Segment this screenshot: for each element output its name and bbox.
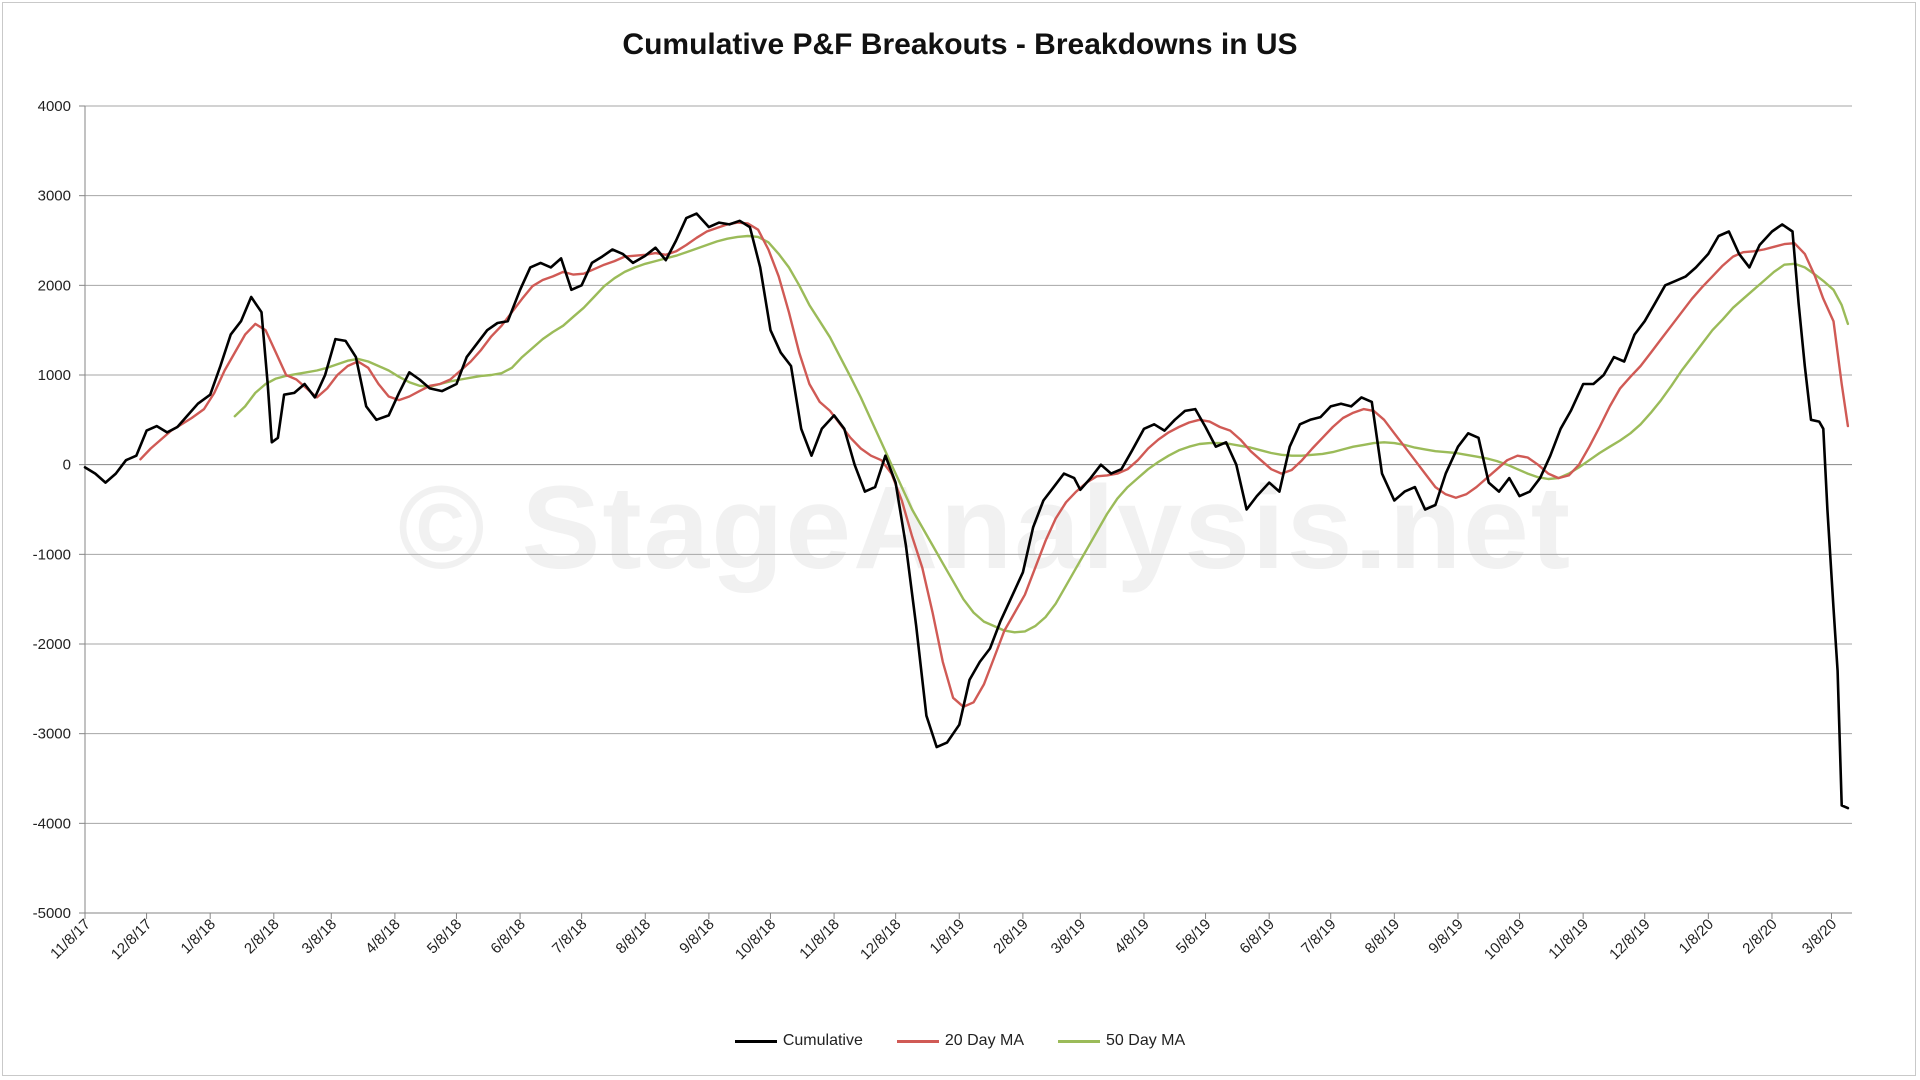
x-tick-label: 12/8/17 xyxy=(108,916,155,963)
legend-swatch-cumulative xyxy=(734,1039,777,1043)
series-line-cumulative xyxy=(83,212,1850,810)
legend-label-20-day-ma: 20 Day MA xyxy=(944,1032,1025,1049)
y-tick-label: 1000 xyxy=(38,367,71,384)
legend-item-20-day-ma: 20 Day MA xyxy=(896,1032,1025,1050)
x-tick-label: 9/8/19 xyxy=(1425,916,1467,958)
chart-title: Cumulative P&F Breakouts - Breakdowns in… xyxy=(622,28,1298,61)
x-tick-label: 5/8/19 xyxy=(1173,916,1215,958)
x-tick-label: 1/8/20 xyxy=(1676,916,1718,958)
x-tick-label: 11/8/17 xyxy=(47,916,94,963)
x-tick-label: 4/8/18 xyxy=(362,916,404,958)
x-tick-label: 2/8/18 xyxy=(241,916,283,958)
x-tick-label: 1/8/19 xyxy=(927,916,969,958)
x-tick-label: 10/8/18 xyxy=(732,916,779,963)
y-tick-label: 0 xyxy=(63,457,71,474)
x-tick-label: 12/8/19 xyxy=(1606,916,1653,963)
y-tick-label: -1000 xyxy=(33,546,71,563)
x-tick-label: 10/8/19 xyxy=(1481,916,1528,963)
x-tick-label: 6/8/19 xyxy=(1236,916,1278,958)
y-tick-label: -2000 xyxy=(33,636,71,653)
series-line-50-day-ma xyxy=(233,234,1850,634)
watermark: © StageAnalysis.net xyxy=(397,462,1573,594)
legend-swatch-50-day-ma xyxy=(1058,1039,1101,1043)
x-tick-label: 7/8/19 xyxy=(1298,916,1340,958)
x-tick-label: 2/8/19 xyxy=(990,916,1032,958)
legend-item-50-day-ma: 50 Day MA xyxy=(1058,1032,1185,1050)
legend-label-50-day-ma: 50 Day MA xyxy=(1106,1032,1186,1049)
x-tick-label: 11/8/19 xyxy=(1545,916,1592,963)
y-tick-label: -5000 xyxy=(33,905,71,922)
chart-legend: Cumulative 20 Day MA 50 Day MA xyxy=(0,1032,1920,1050)
y-tick-label: -4000 xyxy=(33,815,71,832)
x-tick-label: 4/8/19 xyxy=(1111,916,1153,958)
y-tick-label: 3000 xyxy=(38,188,71,205)
x-tick-label: 3/8/19 xyxy=(1048,916,1090,958)
x-tick-label: 7/8/18 xyxy=(549,916,591,958)
x-tick-label: 5/8/18 xyxy=(424,916,466,958)
x-tick-label: 2/8/20 xyxy=(1739,916,1781,958)
x-tick-label: 3/8/20 xyxy=(1799,916,1841,958)
x-tick-label: 11/8/18 xyxy=(796,916,843,963)
x-tick-label: 12/8/18 xyxy=(857,916,904,963)
x-tick-label: 6/8/18 xyxy=(487,916,529,958)
x-tick-label: 8/8/19 xyxy=(1362,916,1404,958)
legend-label-cumulative: Cumulative xyxy=(782,1032,863,1049)
y-tick-label: 4000 xyxy=(38,98,71,115)
x-tick-label: 9/8/18 xyxy=(676,916,718,958)
x-tick-label: 8/8/18 xyxy=(613,916,655,958)
legend-item-cumulative: Cumulative xyxy=(734,1032,863,1050)
x-tick-label: 1/8/18 xyxy=(177,916,219,958)
y-tick-label: 2000 xyxy=(38,277,71,294)
x-tick-label: 3/8/18 xyxy=(299,916,341,958)
y-tick-label: -3000 xyxy=(33,726,71,743)
legend-swatch-20-day-ma xyxy=(896,1039,939,1043)
